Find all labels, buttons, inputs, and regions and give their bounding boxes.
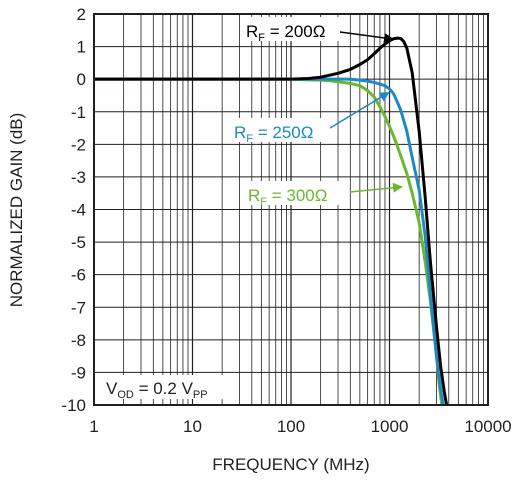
x-tick-label: 100 [277, 417, 305, 436]
svg-text:RF = 250Ω: RF = 250Ω [234, 123, 313, 145]
y-tick-label: -1 [71, 103, 86, 122]
svg-text:VOD = 0.2 VPP: VOD = 0.2 VPP [106, 379, 208, 401]
y-tick-label: 2 [77, 5, 86, 24]
plot-frame [93, 13, 489, 406]
arrow-rf-200 [339, 31, 394, 43]
label-rf-200: RF = 200Ω [240, 17, 340, 44]
arrow-rf-300 [349, 182, 403, 193]
x-tick-labels: 1 10 100 1000 10000 [89, 417, 511, 436]
y-tick-label: -9 [71, 363, 86, 382]
y-tick-label: -10 [61, 396, 86, 415]
x-tick-label: 1000 [371, 417, 409, 436]
y-tick-label: -5 [71, 233, 86, 252]
x-tick-label: 10 [183, 417, 202, 436]
x-tick-label: 1 [89, 417, 98, 436]
y-tick-label: -2 [71, 135, 86, 154]
y-tick-label: -7 [71, 298, 86, 317]
condition-label: VOD = 0.2 VPP [100, 375, 232, 401]
y-tick-label: -6 [71, 266, 86, 285]
label-rf-300: RF = 300Ω [244, 181, 348, 208]
y-tick-label: 0 [77, 70, 86, 89]
x-tick-label: 10000 [464, 417, 511, 436]
svg-text:RF = 200Ω: RF = 200Ω [246, 22, 325, 44]
arrow-rf-250 [329, 91, 390, 129]
y-axis-title: NORMALIZED GAIN (dB) [7, 113, 26, 308]
y-tick-label: 1 [77, 38, 86, 57]
svg-text:RF = 300Ω: RF = 300Ω [248, 186, 327, 208]
y-tick-labels: 2 1 0 -1 -2 -3 -4 -5 -6 -7 -8 -9 -10 [61, 5, 86, 415]
grid-lines [94, 14, 488, 405]
y-tick-label: -4 [71, 201, 86, 220]
y-tick-label: -3 [71, 168, 86, 187]
x-axis-title: FREQUENCY (MHz) [212, 455, 369, 474]
label-rf-250: RF = 250Ω [230, 118, 330, 145]
y-tick-label: -8 [71, 331, 86, 350]
curves [94, 36, 449, 405]
series-line-rf-250 [94, 77, 445, 405]
